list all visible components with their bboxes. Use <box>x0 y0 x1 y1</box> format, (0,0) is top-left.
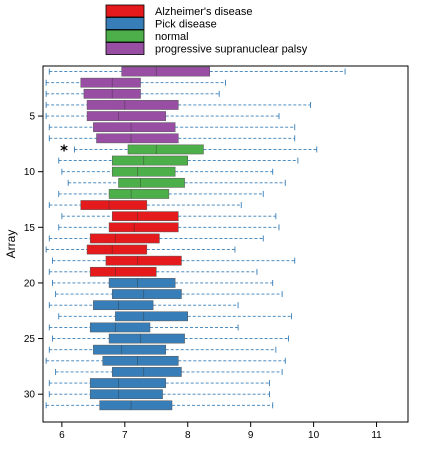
boxes-layer <box>45 66 346 411</box>
iqr-box <box>111 166 176 177</box>
iqr-box <box>118 177 185 188</box>
box-array-24 <box>48 322 239 333</box>
iqr-box <box>89 322 151 333</box>
box-array-5 <box>45 111 280 121</box>
iqr-box <box>89 233 160 244</box>
x-tick-label: 6 <box>59 430 65 441</box>
y-tick-label: 5 <box>29 112 35 123</box>
y-axis: 5 10 15 20 25 30 <box>24 112 43 401</box>
legend-label: normal <box>155 31 189 43</box>
legend-label: Pick disease <box>155 19 217 31</box>
iqr-box <box>93 344 166 355</box>
iqr-box <box>127 144 204 155</box>
box-array-2 <box>45 77 226 88</box>
iqr-box <box>89 266 157 277</box>
iqr-box <box>80 77 141 88</box>
iqr-box <box>108 222 179 233</box>
iqr-box <box>108 189 170 199</box>
iqr-box <box>96 133 179 144</box>
box-array-13 <box>48 200 242 210</box>
box-array-27 <box>45 355 286 366</box>
iqr-box <box>102 355 179 366</box>
box-array-18 <box>51 255 296 266</box>
iqr-box <box>111 155 188 166</box>
box-array-6 <box>48 122 296 133</box>
legend-label: Alzheimer's disease <box>155 6 252 18</box>
iqr-box <box>89 389 163 400</box>
box-array-3 <box>45 88 220 99</box>
box-array-29 <box>48 378 271 388</box>
iqr-box <box>86 111 166 121</box>
iqr-box <box>115 311 188 322</box>
iqr-box <box>99 400 173 411</box>
y-tick-label: 30 <box>24 390 36 401</box>
y-axis-title: Array <box>4 230 18 259</box>
box-array-7 <box>48 133 296 144</box>
iqr-box <box>105 255 182 266</box>
y-tick-label: 25 <box>24 334 36 345</box>
annotation-asterisk: * <box>60 141 68 159</box>
legend-swatch <box>105 42 145 55</box>
box-array-26 <box>48 344 277 355</box>
y-tick-label: 15 <box>24 223 36 234</box>
box-array-21 <box>55 289 283 299</box>
box-array-14 <box>61 211 277 222</box>
box-array-12 <box>58 189 264 199</box>
legend-swatch <box>105 4 145 18</box>
box-array-17 <box>45 244 236 255</box>
iqr-box <box>89 378 166 388</box>
box-array-11 <box>67 177 286 188</box>
box-array-30 <box>48 389 271 400</box>
iqr-box <box>86 244 148 255</box>
box-array-10 <box>61 166 274 177</box>
x-tick-label: 11 <box>371 430 382 441</box>
box-array-15 <box>58 222 280 233</box>
iqr-box <box>111 211 179 222</box>
box-array-8 <box>74 144 318 155</box>
box-array-4 <box>45 100 311 110</box>
iqr-box <box>111 289 182 299</box>
legend-swatch <box>105 17 145 30</box>
box-array-23 <box>58 311 293 322</box>
box-array-28 <box>55 367 283 377</box>
x-tick-label: 9 <box>248 430 254 441</box>
iqr-box <box>86 100 179 110</box>
box-array-25 <box>51 333 289 344</box>
legend-label: progressive supranuclear palsy <box>155 44 308 56</box>
box-array-20 <box>51 278 274 288</box>
x-tick-label: 8 <box>185 430 191 441</box>
iqr-box <box>111 367 182 377</box>
iqr-box <box>93 122 176 133</box>
legend-swatch <box>105 29 145 43</box>
x-tick-label: 10 <box>308 430 320 441</box>
y-tick-label: 20 <box>24 278 36 289</box>
box-array-22 <box>48 300 239 311</box>
box-array-1 <box>48 66 346 77</box>
iqr-box <box>108 278 176 288</box>
x-tick-label: 7 <box>122 430 128 441</box>
iqr-box <box>121 66 211 77</box>
plot-frame <box>42 65 409 423</box>
iqr-box <box>80 200 148 210</box>
y-tick-label: 10 <box>24 167 36 178</box>
x-axis: 6 7 8 9 10 11 <box>59 422 382 441</box>
box-array-9 <box>58 155 299 166</box>
box-array-19 <box>48 266 258 277</box>
iqr-box <box>83 88 141 99</box>
iqr-box <box>108 333 185 344</box>
box-array-31 <box>45 400 274 411</box>
iqr-box <box>93 300 154 311</box>
box-array-16 <box>48 233 264 244</box>
